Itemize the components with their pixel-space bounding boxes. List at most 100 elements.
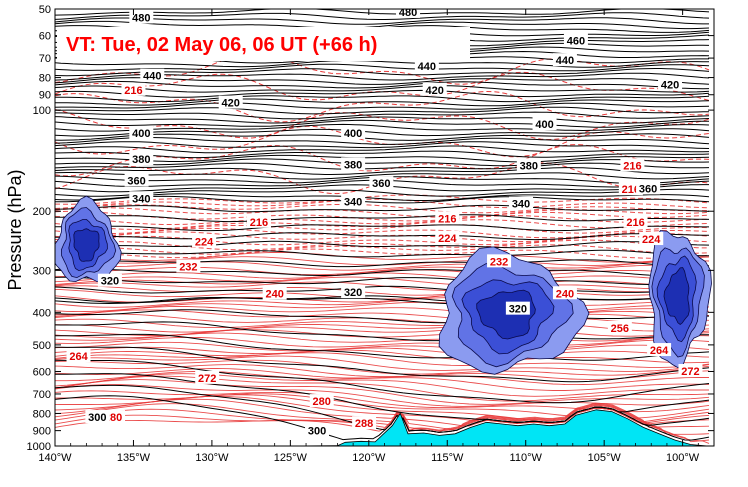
theta-isoline — [55, 167, 710, 175]
x-tick-label: 125°W — [274, 452, 308, 464]
theta-isoline — [55, 106, 710, 115]
contour-label-bg — [435, 211, 460, 225]
temperature-contour-label: 224 — [195, 236, 214, 248]
x-tick-label: 120°W — [352, 452, 386, 464]
temperature-isoline — [55, 285, 710, 296]
theta-isoline — [55, 309, 710, 324]
contour-label-bg — [532, 117, 557, 131]
contour-label-bg — [121, 82, 146, 96]
theta-isoline — [55, 119, 709, 128]
y-tick-label: 60 — [39, 31, 51, 43]
contour-label-bg — [352, 416, 377, 430]
contour-label-bg — [129, 152, 154, 166]
temperature-contour-label: 240 — [556, 288, 574, 300]
theta-isoline — [55, 128, 710, 137]
temperature-isoline — [55, 194, 710, 205]
temperature-contour-label: 232 — [179, 261, 197, 273]
theta-contour-label: 380 — [132, 154, 150, 166]
temperature-contour-label: 224 — [642, 234, 661, 246]
y-tick-label: 100 — [33, 105, 51, 117]
contour-label-bg — [341, 157, 366, 171]
theta-isoline — [55, 232, 710, 241]
temperature-isoline — [55, 248, 710, 259]
temperature-isoline — [55, 239, 709, 251]
theta-contour-label: 320 — [344, 287, 362, 299]
theta-contour-label: 360 — [372, 178, 390, 190]
temperature-contour-label: 216 — [250, 217, 268, 229]
theta-isoline — [55, 111, 710, 120]
theta-contour-label: 300 — [308, 426, 326, 438]
contour-label-bg — [414, 59, 439, 73]
theta-isoline — [55, 141, 710, 149]
theta-contour-label: 320 — [509, 304, 527, 316]
valid-time-box — [57, 27, 470, 61]
contour-label-bg — [66, 349, 91, 363]
temperature-isoline — [55, 281, 710, 291]
temperature-isoline — [55, 349, 710, 364]
theta-contour-label: 480 — [132, 12, 150, 24]
cloud-region — [663, 267, 690, 326]
temperature-isoline — [55, 215, 710, 225]
contour-label-bg — [487, 254, 512, 268]
y-tick-label: 80 — [39, 73, 51, 85]
theta-isoline — [55, 95, 710, 103]
temperature-isoline — [55, 364, 710, 380]
contour-label-bg — [369, 176, 394, 190]
cloud-region — [73, 228, 100, 262]
x-axis: 140°W 135°W 130°W 125°W 120°W 115°W 110°W 105°W… — [38, 9, 700, 464]
theta-isoline — [55, 285, 710, 294]
theta-isoline — [55, 359, 710, 404]
contour-label-bg — [620, 158, 645, 172]
contour-label-bg — [658, 77, 683, 91]
theta-contour-label: 340 — [344, 196, 362, 208]
contour-label-bg — [341, 194, 366, 208]
temperature-isoline — [55, 224, 710, 235]
theta-isoline — [55, 249, 709, 258]
theta-contour-label: 380 — [520, 160, 538, 172]
temperature-isoline — [55, 336, 710, 349]
theta-isoline — [55, 60, 710, 68]
y-tick-label: 500 — [33, 340, 51, 352]
x-tick-label: 100°W — [666, 452, 700, 464]
theta-isoline — [55, 188, 710, 197]
y-tick-label: 90 — [39, 90, 51, 102]
theta-isoline — [55, 9, 710, 16]
theta-isoline — [55, 63, 710, 72]
temperature-isoline — [55, 301, 710, 313]
theta-isoline — [55, 321, 709, 342]
theta-isoline — [55, 296, 710, 305]
y-tick-label: 400 — [33, 307, 51, 319]
contour-label-bg — [195, 370, 220, 384]
theta-contour-label: 420 — [426, 85, 444, 97]
theta-contour-label: 400 — [132, 128, 150, 140]
contour-label-bg — [305, 423, 330, 437]
theta-isoline — [55, 80, 710, 90]
theta-contour-label: 380 — [344, 159, 362, 171]
theta-contour-label: 400 — [535, 119, 553, 131]
contour-label-bg — [636, 181, 661, 195]
temperature-isoline — [55, 219, 710, 231]
theta-contour-label: 420 — [222, 98, 240, 110]
theta-isoline — [55, 193, 710, 201]
y-tick-label: 50 — [39, 4, 51, 16]
temperature-isoline — [55, 379, 710, 405]
theta-isoline — [55, 20, 710, 30]
temperature-isoline — [55, 306, 710, 317]
temperature-isoline — [55, 264, 710, 276]
theta-isoline — [55, 154, 710, 163]
temperature-contour-label: 216 — [622, 184, 640, 196]
theta-contour-label: 440 — [143, 71, 161, 83]
temperature-isoline — [55, 371, 710, 391]
contour-labels: 216 216 216 216 216 216 224 224 224 232 232 240 240 2… — [66, 9, 703, 438]
theta-contour-label: 400 — [344, 128, 362, 140]
theta-contour-label: 340 — [512, 199, 530, 211]
theta-isoline — [55, 276, 710, 286]
x-tick-label: 130°W — [195, 452, 229, 464]
temperature-isoline — [55, 332, 710, 346]
contour-label-bg — [129, 10, 154, 24]
y-tick-label: 600 — [33, 366, 51, 378]
contour-label-bg — [396, 9, 421, 18]
theta-isoline — [55, 172, 710, 180]
theta-isoline — [55, 89, 710, 98]
